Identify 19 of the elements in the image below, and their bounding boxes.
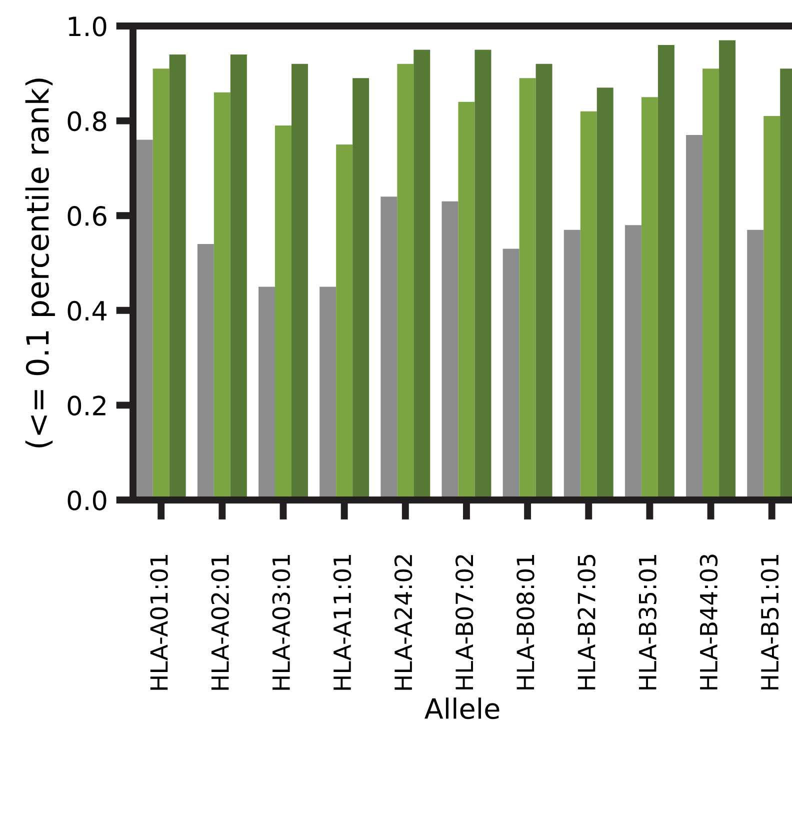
x-tick-label: HLA-A24:02 bbox=[394, 555, 412, 690]
x-tick-label: HLA-B27:05 bbox=[578, 554, 596, 690]
x-tick-label: HLA-B07:02 bbox=[455, 555, 474, 690]
x-axis-title: Allele bbox=[424, 698, 500, 720]
y-tick-label: 0.2 bbox=[68, 396, 106, 416]
y-tick-label: 0.0 bbox=[68, 490, 106, 510]
x-tick-label: HLA-A01:01 bbox=[150, 554, 168, 690]
y-tick-label: 1.0 bbox=[68, 16, 106, 36]
x-tick-label: HLA-A11:01 bbox=[333, 554, 352, 690]
x-tick-label: HLA-A02:01 bbox=[211, 554, 230, 690]
y-tick-label: 0.4 bbox=[68, 300, 107, 321]
x-tick-label: HLA-B08:01 bbox=[516, 554, 534, 690]
x-tick-label: HLA-B35:01 bbox=[638, 554, 657, 690]
y-tick-label: 0.6 bbox=[68, 206, 106, 226]
x-tick-label: HLA-B51:01 bbox=[760, 554, 779, 690]
y-tick-label: 0.8 bbox=[68, 111, 106, 132]
x-tick-label: HLA-A03:01 bbox=[272, 554, 290, 690]
x-tick-label: HLA-B44:03 bbox=[700, 554, 718, 690]
y-axis-title: (<= 0.1 percentile rank) bbox=[25, 78, 55, 448]
